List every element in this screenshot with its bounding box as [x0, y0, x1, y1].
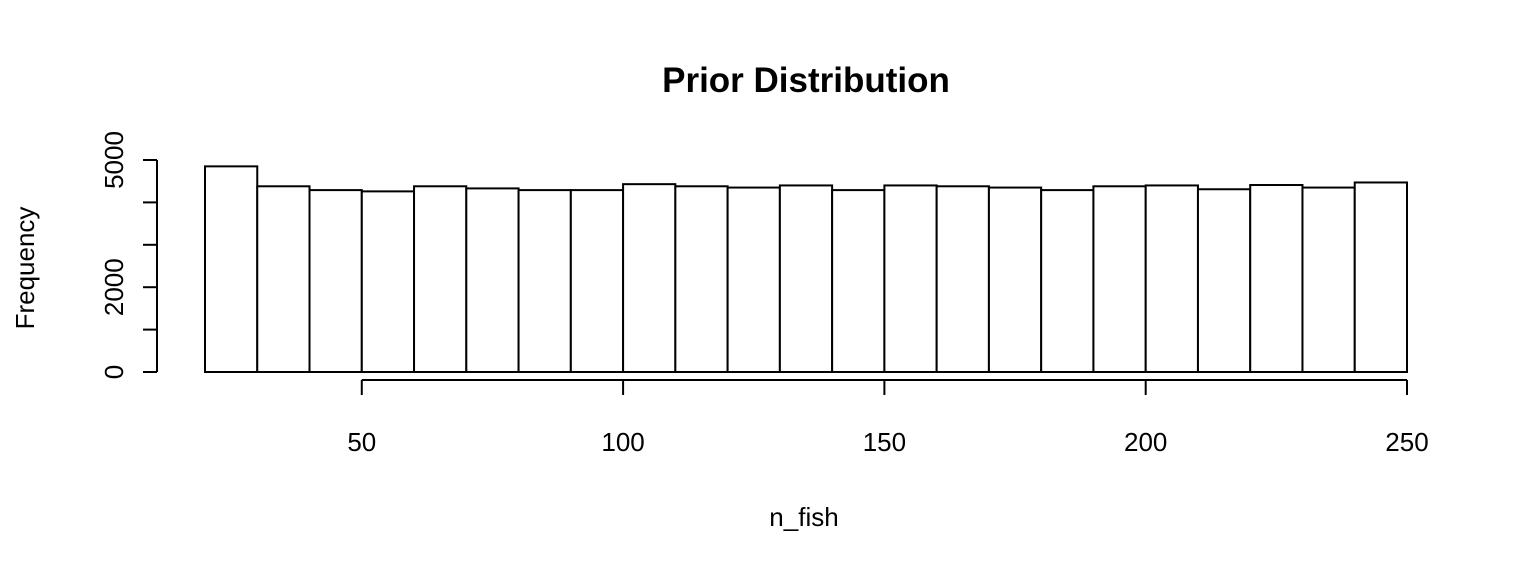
- y-tick-label: 2000: [99, 258, 129, 316]
- histogram-bar: [987, 186, 1043, 373]
- histogram-bar: [935, 185, 990, 373]
- y-tick-label: 0: [99, 365, 129, 379]
- x-tick-label: 250: [1385, 427, 1428, 457]
- histogram-bar: [674, 185, 729, 373]
- histogram-bar: [778, 184, 834, 373]
- bars-group: [204, 165, 1409, 373]
- histogram-bar: [883, 184, 938, 373]
- histogram-bar: [204, 165, 259, 373]
- x-tick-label: 100: [601, 427, 644, 457]
- histogram-bar: [622, 183, 677, 373]
- histogram-bar: [308, 189, 363, 373]
- histogram-bar: [465, 187, 520, 373]
- histogram-bar: [1144, 184, 1199, 373]
- x-axis-label: n_fish: [769, 502, 838, 532]
- histogram-bar: [1040, 189, 1095, 373]
- chart-title: Prior Distribution: [662, 61, 950, 100]
- x-axis: 50 100 150 200 250: [347, 379, 1429, 457]
- histogram-bar: [360, 190, 416, 373]
- histogram-bar: [1092, 185, 1147, 373]
- histogram-bar: [831, 189, 886, 373]
- histogram-bar: [1196, 188, 1252, 373]
- x-tick-label: 200: [1124, 427, 1167, 457]
- histogram-bar: [1249, 184, 1304, 373]
- histogram-bar: [1301, 186, 1356, 373]
- histogram-bar: [569, 189, 625, 373]
- histogram-bar: [517, 189, 572, 373]
- x-tick-label: 150: [863, 427, 906, 457]
- histogram-bar: [1353, 181, 1409, 373]
- histogram-bar: [256, 185, 311, 373]
- y-axis: 0 2000 5000: [99, 131, 158, 379]
- histogram-bar: [726, 186, 781, 373]
- y-axis-label: Frequency: [10, 207, 40, 330]
- histogram-bar: [413, 185, 468, 373]
- x-tick-label: 50: [347, 427, 376, 457]
- y-tick-label: 5000: [99, 131, 129, 189]
